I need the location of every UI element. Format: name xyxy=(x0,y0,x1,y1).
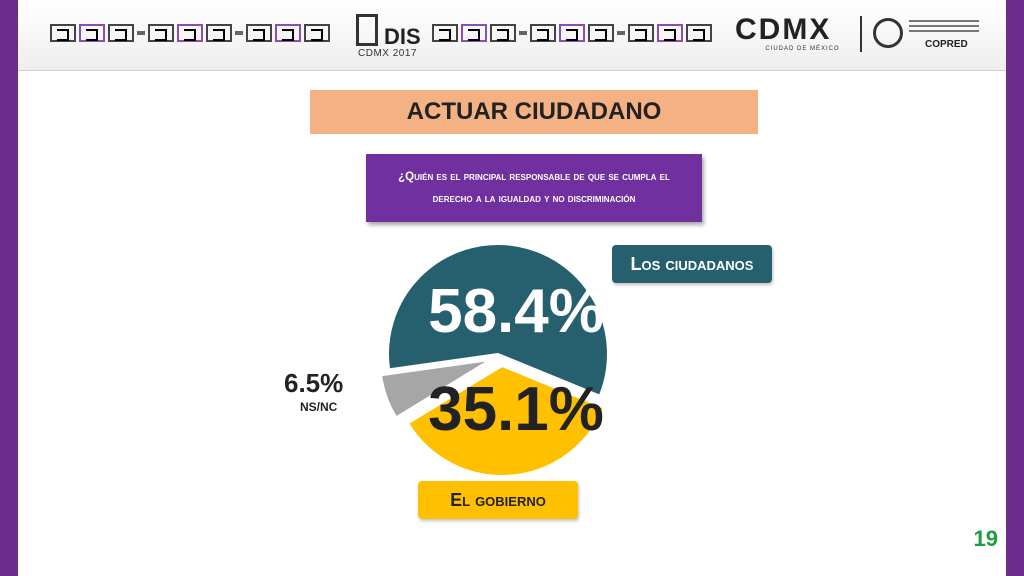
pie-slice-el-gobierno xyxy=(406,364,606,477)
page-number: 19 xyxy=(973,526,998,551)
pie-slice-ns-nc xyxy=(380,359,491,419)
decorative-pattern-right xyxy=(432,22,715,44)
pie-value-label-0: 58.4% xyxy=(428,277,604,346)
copred-logo: COPRED xyxy=(873,14,983,54)
right-accent-bar xyxy=(1006,0,1024,576)
decorative-pattern-left xyxy=(50,22,333,44)
left-accent-bar xyxy=(0,0,18,576)
pie-slice-los-ciudadanos xyxy=(387,243,609,397)
cdmx-logo: CDMX CIUDAD DE MÉXICO xyxy=(735,14,870,58)
edis-logo-text: DIS xyxy=(384,24,421,49)
slide-title: ACTUAR CIUDADANO xyxy=(310,90,758,134)
copred-seal-icon xyxy=(873,18,903,48)
survey-question: ¿Quién es el principal responsable de qu… xyxy=(366,154,702,222)
copred-fine-print xyxy=(909,20,979,35)
copred-logo-text: COPRED xyxy=(925,39,968,50)
cdmx-logo-text: CDMX xyxy=(735,13,832,46)
ns-nc-value-label: 6.5% xyxy=(284,368,344,398)
header-banner: DIS CDMX 2017 CDMX CIUDAD DE MÉXICO COPR… xyxy=(18,0,1006,71)
ns-nc-category-label: NS/NC xyxy=(300,400,338,414)
legend-los-ciudadanos: Los ciudadanos xyxy=(612,245,772,283)
pie-value-label-1: 35.1% xyxy=(428,375,604,444)
cdmx-logo-sub: CIUDAD DE MÉXICO xyxy=(765,46,840,52)
edis-logo-sub: CDMX 2017 xyxy=(358,48,417,59)
legend-el-gobierno: El gobierno xyxy=(418,481,578,519)
logo-divider xyxy=(860,16,862,52)
pie-chart: 58.4% 35.1% xyxy=(380,243,609,477)
edis-logo: DIS CDMX 2017 xyxy=(356,14,436,62)
edis-mark-icon xyxy=(356,14,378,46)
